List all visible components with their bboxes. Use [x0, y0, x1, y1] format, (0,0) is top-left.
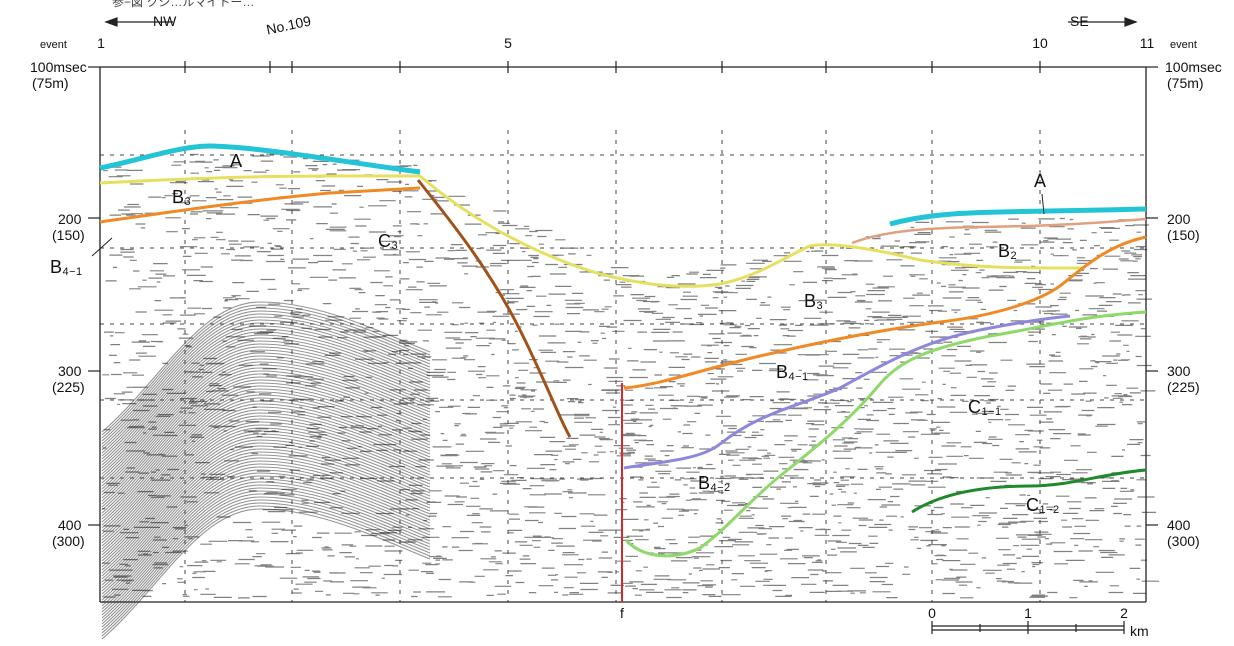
- event-5: 5: [504, 35, 512, 51]
- y-depth-300-right: (300): [1167, 533, 1200, 549]
- horizon-a-right: [889, 206, 1147, 227]
- scale-bar: [931, 621, 1125, 634]
- scale-tick-2: 2: [1120, 605, 1128, 621]
- horizon-label-a-right: A: [1034, 171, 1047, 191]
- y-depth-225-right: (225): [1167, 379, 1200, 395]
- horizon-c1-2: [911, 468, 1147, 514]
- horizon-label-c3: C3: [378, 231, 399, 252]
- y-depth-75-left: (75m): [32, 75, 69, 91]
- horizon-label-b3-left: B3: [172, 187, 192, 208]
- y-label-100-right: 100msec: [1165, 59, 1222, 75]
- horizon-label-b4-1-mid: B4−1: [776, 362, 809, 383]
- y-label-200-left: 200: [58, 211, 82, 227]
- leader-a-right: [1041, 193, 1045, 215]
- event-1: 1: [97, 35, 105, 51]
- direction-nw: NW: [153, 13, 177, 29]
- y-label-100-left: 100msec: [30, 59, 87, 75]
- y-depth-75-right: (75m): [1167, 75, 1204, 91]
- horizon-c-base: [624, 310, 1147, 558]
- horizon-b4-1-basin: [623, 235, 1147, 390]
- horizon-b4-1: [99, 186, 421, 224]
- y-label-300-right: 300: [1167, 363, 1191, 379]
- y-label-300-left: 300: [58, 363, 82, 379]
- event-10: 10: [1032, 35, 1048, 51]
- reflection-texture: [101, 153, 1160, 640]
- y-label-200-right: 200: [1167, 211, 1191, 227]
- scale-tick-1: 1: [1024, 605, 1032, 621]
- horizon-b4-2: [623, 314, 1071, 470]
- horizon-a-shallow: [851, 217, 1147, 245]
- event-label-left: event: [40, 39, 67, 51]
- horizon-label-b2: B2: [998, 241, 1018, 262]
- event-label-right: event: [1170, 39, 1197, 51]
- leader-b4-1-left: [91, 237, 113, 257]
- horizon-c3-slope: [416, 179, 572, 438]
- horizon-b3: [99, 174, 1085, 288]
- horizon-label-c1-2: C1−2: [1026, 495, 1060, 516]
- scale-tick-0: 0: [928, 605, 936, 621]
- horizon-label-b3-mid: B3: [804, 291, 824, 312]
- horizon-label-c1-1: C1−1: [968, 397, 1002, 418]
- y-depth-225-left: (225): [52, 379, 85, 395]
- direction-arrows: [104, 17, 1138, 27]
- caption-fragment: 参−図 クシ…ルマイトー…: [112, 0, 255, 9]
- horizon-label-b4-2: B4−2: [698, 473, 731, 494]
- y-depth-150-right: (150): [1167, 227, 1200, 243]
- horizon-a-left: [99, 143, 421, 175]
- fault-label: f: [620, 605, 624, 621]
- horizon-label-a-left: A: [230, 151, 243, 171]
- event-11: 11: [1139, 35, 1155, 51]
- scale-unit: km: [1130, 623, 1149, 639]
- direction-se: SE: [1070, 13, 1089, 29]
- y-label-400-right: 400: [1167, 517, 1191, 533]
- y-depth-300-left: (300): [52, 533, 85, 549]
- y-label-400-left: 400: [58, 517, 82, 533]
- horizon-label-b4-1-left: B4−1: [50, 257, 83, 278]
- y-depth-150-left: (150): [52, 227, 85, 243]
- frame-ticks: [88, 61, 1158, 526]
